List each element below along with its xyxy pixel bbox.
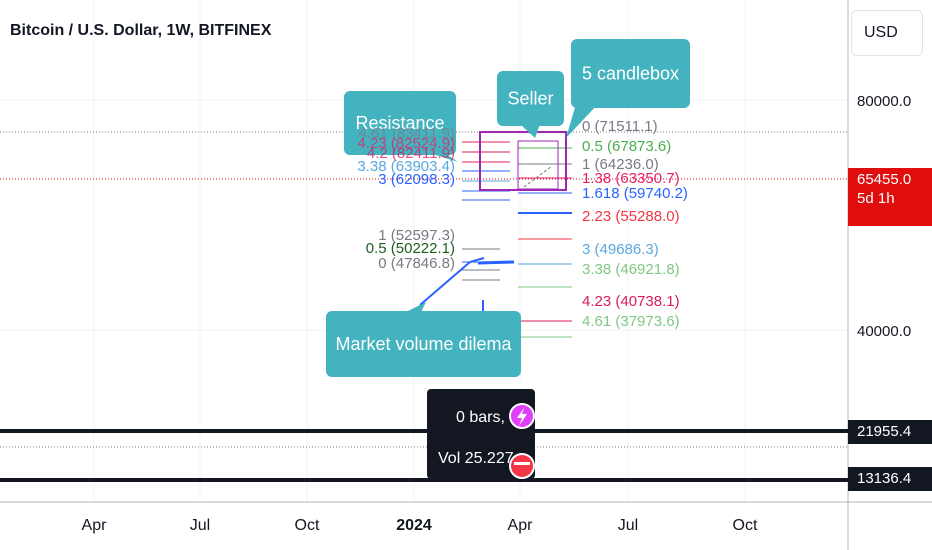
fib-right-label-1: 0.5 (67873.6) <box>582 138 671 155</box>
price-tick-0: 80000.0 <box>857 93 911 110</box>
us-flag-icon <box>509 453 535 479</box>
time-tick-6: Oct <box>733 517 758 534</box>
fib-upper-label-4: 3 (62098.3) <box>378 171 455 188</box>
fib-upper-label-2: 4.2 (82411.9) <box>367 145 455 162</box>
fib-right-label-9: 4.61 (37973.6) <box>582 313 680 330</box>
market-volume-callout-tail <box>402 302 426 314</box>
market-volume-callout-label: Market volume dilema <box>335 334 512 354</box>
level-tag-2: 13136.4 <box>848 467 932 491</box>
candlebox-callout-label: 5 candlebox <box>582 64 679 84</box>
currency-button[interactable]: USD <box>851 10 923 56</box>
fib-upper-label-1: 4.23 (82524.9) <box>357 135 455 152</box>
flash-glyph <box>517 408 527 426</box>
fib-right-label-0: 0 (71511.1) <box>582 118 658 135</box>
current-price-tag: 65455.0 5d 1h <box>848 168 932 226</box>
fib-right-label-8: 4.23 (40738.1) <box>582 293 680 310</box>
fib-right-label-4: 1.618 (59740.2) <box>582 185 688 202</box>
time-tick-0: Apr <box>82 517 108 534</box>
resistance-callout: Resistance <box>344 91 458 162</box>
candlebox-callout-tail <box>566 104 598 138</box>
level-tag-1: 21955.4 <box>848 420 932 444</box>
seller-callout-box <box>497 71 564 126</box>
fib-right-label-6: 3 (49686.3) <box>582 241 659 258</box>
candlebox-callout: 5 candlebox <box>566 39 690 138</box>
candlebox-callout-box <box>571 39 690 108</box>
market-volume-callout: Market volume dilema <box>326 302 521 377</box>
seller-callout-label: Seller <box>507 89 553 109</box>
crosshair-tooltip: 0 bars, Vol 25.227 <box>427 389 535 479</box>
time-tick-4: Apr <box>508 517 534 534</box>
fib-lower-label-0: 1 (52597.3) <box>378 227 455 244</box>
price-tick-1: 40000.0 <box>857 323 911 340</box>
tooltip-bg <box>427 389 535 479</box>
inner-box <box>517 140 559 190</box>
trend-connector <box>419 257 485 306</box>
fib-anchor-line <box>477 260 515 265</box>
market-volume-callout-box <box>326 311 521 377</box>
tooltip-bars-text: 0 bars, <box>456 409 505 426</box>
resistance-callout-tail <box>420 150 458 162</box>
diagonal-dash <box>523 165 553 188</box>
bar-countdown: 5d 1h <box>857 190 895 207</box>
time-tick-2: Oct <box>295 517 320 534</box>
time-tick-3: 2024 <box>396 517 432 534</box>
fib-right-label-3: 1.38 (63350.7) <box>582 170 680 187</box>
seller-callout: Seller <box>497 71 564 138</box>
current-price-value: 65455.0 <box>857 171 912 188</box>
fib-lower-label-2: 0 (47846.8) <box>378 255 455 272</box>
flag-stripe <box>514 462 530 465</box>
fib-right-label-5: 2.23 (55288.0) <box>582 208 680 225</box>
fib-upper-label-3: 3.38 (63903.4) <box>357 158 455 175</box>
time-tick-5: Jul <box>618 517 638 534</box>
resistance-callout-box <box>344 91 456 155</box>
five-candle-box <box>479 131 567 191</box>
tooltip-vol-text: Vol 25.227 <box>438 450 514 467</box>
time-tick-1: Jul <box>190 517 210 534</box>
resistance-callout-label: Resistance <box>355 113 444 133</box>
chart-title: Bitcoin / U.S. Dollar, 1W, BITFINEX <box>10 22 272 39</box>
seller-callout-tail <box>520 124 540 138</box>
fib-right-label-2: 1 (64236.0) <box>582 156 659 173</box>
fib-lower-label-1: 0.5 (50222.1) <box>366 240 455 257</box>
fib-upper-label-0: 4.61 (83411.9) <box>359 125 455 142</box>
fib-right-label-7: 3.38 (46921.8) <box>582 261 680 278</box>
